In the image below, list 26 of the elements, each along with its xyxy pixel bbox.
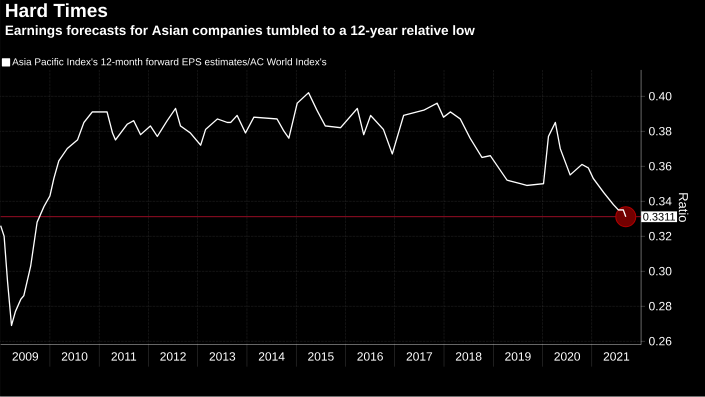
y-axis-title: Ratio (678, 193, 688, 222)
y-tick-label: 0.28 (649, 302, 672, 311)
x-tick-label: 2010 (62, 352, 88, 361)
x-tick-label: 2019 (505, 352, 531, 361)
chart-title: Hard Times (6, 3, 108, 18)
x-tick-label: 2009 (12, 352, 38, 361)
y-tick-label: 0.36 (649, 162, 672, 171)
y-tick-label: 0.32 (649, 232, 672, 241)
y-tick-label: 0.38 (649, 127, 672, 136)
chart-subtitle: Earnings forecasts for Asian companies tumbled to a 12-year relative low (6, 25, 475, 38)
x-tick-label: 2015 (308, 352, 334, 361)
y-tick-label: 0.30 (649, 267, 672, 276)
legend-label: Asia Pacific Index's 12-month forward EPS estimates/AC World Index's (12, 58, 326, 66)
x-tick-label: 2021 (604, 352, 630, 361)
annotation: 0.3311 (643, 213, 676, 221)
x-tick-label: 2011 (112, 352, 136, 361)
y-tick-label: 0.34 (649, 197, 672, 206)
x-tick-label: 2013 (210, 352, 236, 361)
x-tick-label: 2016 (357, 352, 383, 361)
x-tick-label: 2018 (456, 352, 482, 361)
y-tick-label: 0.40 (649, 92, 672, 101)
x-tick-label: 2017 (406, 352, 432, 361)
x-tick-label: 2020 (554, 352, 580, 361)
y-tick-label: 0.26 (649, 337, 672, 346)
x-tick-label: 2014 (258, 352, 285, 361)
x-tick-label: 2012 (160, 352, 186, 361)
